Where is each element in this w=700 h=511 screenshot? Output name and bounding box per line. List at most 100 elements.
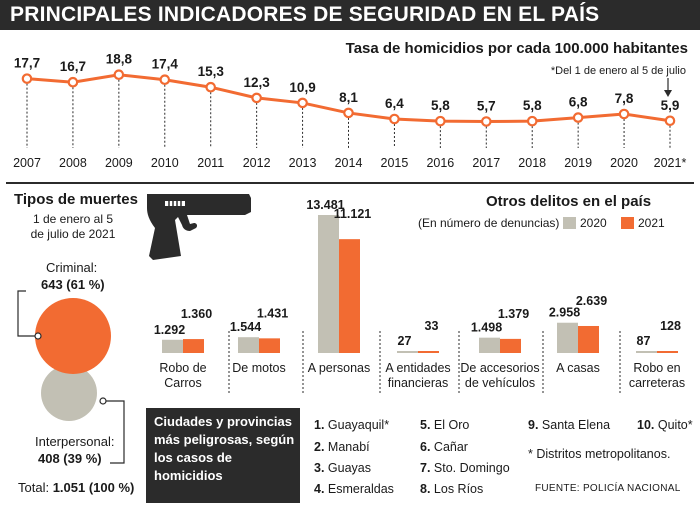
bar-2021	[578, 325, 599, 353]
line-x-tick: 2015	[381, 156, 409, 170]
line-point	[251, 92, 262, 104]
bar-value-label-2021: 1.379	[498, 307, 529, 321]
city-item-2: 2. Manabí	[314, 440, 370, 454]
city-item-7: 7. Sto. Domingo	[420, 461, 510, 475]
line-point	[389, 113, 400, 125]
bar-2020	[318, 215, 339, 353]
line-data-label: 10,9	[289, 80, 315, 95]
line-data-label: 6,8	[569, 95, 588, 110]
city-item-1: 1. Guayaquil*	[314, 418, 390, 432]
cities-heading: Ciudades y provincias más peligrosas, se…	[154, 414, 295, 483]
line-point	[618, 108, 630, 120]
city-item-3: 3. Guayas	[314, 461, 372, 475]
title-bar	[0, 0, 700, 30]
bar-value-label-2021: 33	[425, 319, 439, 333]
line-data-label: 5,8	[431, 98, 450, 113]
line-x-tick: 2009	[105, 156, 133, 170]
bar-value-label-2020: 27	[398, 334, 412, 348]
line-x-tick: 2018	[518, 156, 546, 170]
deaths-subtitle: 1 de enero al 5 de julio de 2021	[30, 212, 116, 241]
city-item-5: 5. El Oro	[420, 418, 470, 432]
line-x-tick: 2014	[335, 156, 363, 170]
pistol-icon	[147, 194, 251, 260]
line-data-label: 5,8	[523, 98, 542, 113]
line-data-label: 5,9	[661, 98, 680, 113]
section-divider	[6, 182, 694, 184]
criminal-leader-dot	[34, 332, 42, 340]
bar-value-label-2021: 128	[660, 319, 681, 333]
bar-category-label: De accesorios	[460, 361, 539, 375]
bar-2021	[183, 339, 204, 353]
line-data-label: 7,8	[615, 91, 634, 106]
note-arrow-head	[664, 90, 672, 97]
line-point	[21, 73, 33, 84]
bar-2020	[238, 337, 259, 353]
bar-value-label-2020: 1.292	[154, 323, 185, 337]
bar-category-label: Robo en	[633, 361, 680, 375]
city-item-4: 4. Esmeraldas	[314, 482, 394, 496]
bar-category-label: financieras	[388, 376, 448, 390]
bar-2020	[636, 351, 657, 353]
line-x-tick: 2012	[243, 156, 271, 170]
city-item-10: 10. Quito*	[637, 418, 693, 432]
line-x-tick: 2011	[197, 156, 224, 170]
line-data-label: 6,4	[385, 96, 404, 111]
bar-category-label: A entidades	[385, 361, 450, 375]
legend-label-2020: 2020	[580, 216, 607, 230]
bar-category-label: Carros	[164, 376, 202, 390]
line-point	[480, 116, 492, 127]
interpersonal-leader-dot	[99, 397, 107, 405]
bar-2020	[162, 339, 183, 353]
bar-category-label: Robo de	[159, 361, 206, 375]
line-x-tick: 2021*	[654, 156, 687, 170]
bar-value-label-2021: 1.431	[257, 306, 288, 320]
total-label: Total:	[18, 480, 50, 495]
bar-value-label-2020: 87	[637, 334, 651, 348]
bar-2021	[339, 239, 360, 353]
line-x-tick: 2013	[289, 156, 317, 170]
city-item-9: 9. Santa Elena	[528, 418, 611, 432]
bar-2021	[259, 338, 280, 353]
line-point	[205, 81, 217, 93]
bar-category-label: de vehículos	[465, 376, 535, 390]
line-point	[572, 112, 584, 123]
bar-value-label-2020: 1.544	[230, 320, 261, 334]
line-data-label: 15,3	[198, 64, 225, 79]
line-data-label: 17,7	[14, 56, 40, 71]
bar-2021	[500, 338, 521, 353]
line-chart-title: Tasa de homicidios por cada 100.000 habi…	[345, 40, 688, 57]
line-point	[664, 115, 676, 127]
legend-label-2021: 2021	[638, 216, 665, 230]
legend-swatch-2021	[621, 217, 634, 229]
line-point	[67, 76, 79, 88]
bar-chart-subtitle: (En número de denuncias)	[418, 216, 560, 230]
line-data-label: 18,8	[106, 52, 133, 67]
city-item-6: 6. Cañar	[420, 440, 468, 454]
interpersonal-circle	[41, 365, 97, 421]
bar-value-label-2021: 2.639	[576, 294, 607, 308]
line-data-label: 17,4	[152, 57, 179, 72]
line-point	[159, 74, 171, 86]
interpersonal-label: Interpersonal:	[35, 434, 115, 449]
line-point	[526, 115, 538, 127]
criminal-leader	[17, 290, 38, 337]
bar-2020	[479, 337, 500, 353]
line-point	[435, 115, 446, 127]
line-x-tick: 2010	[151, 156, 179, 170]
deaths-circles	[17, 290, 125, 464]
criminal-circle	[35, 298, 111, 374]
line-data-label: 16,7	[60, 59, 86, 74]
bar-2021	[657, 351, 678, 353]
bar-2020	[557, 322, 578, 353]
bar-2020	[397, 351, 418, 353]
line-x-tick: 2007	[13, 156, 41, 170]
line-x-tick: 2017	[472, 156, 500, 170]
line-point	[297, 97, 308, 109]
line-chart-note: *Del 1 de enero al 5 de julio	[550, 65, 686, 77]
cities-footnote: * Distritos metropolitanos.	[528, 447, 671, 461]
bar-value-label-2021: 11.121	[334, 207, 372, 221]
line-data-label: 12,3	[244, 75, 271, 90]
deaths-title: Tipos de muertes	[14, 191, 138, 208]
total-value: 1.051 (100 %)	[52, 480, 135, 495]
